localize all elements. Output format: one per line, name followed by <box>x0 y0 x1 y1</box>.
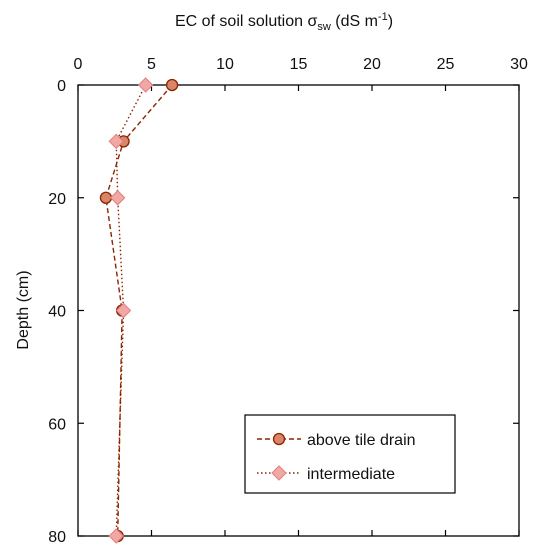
diamond-marker <box>115 302 132 319</box>
x-tick-label: 20 <box>363 56 381 73</box>
y-tick-label: 0 <box>57 78 66 95</box>
circle-marker <box>99 191 113 204</box>
plot-frame-layer: 0 5 10 15 20 25 30 0 20 40 60 80 <box>48 56 528 546</box>
legend-box <box>244 414 456 494</box>
series-intermediate <box>108 77 154 544</box>
x-tick-label: 5 <box>147 56 156 73</box>
legend-label: intermediate <box>307 466 395 483</box>
y-tick-label: 20 <box>48 191 66 208</box>
y-tick-label: 80 <box>48 529 66 546</box>
series-above-tile-drain <box>99 78 179 543</box>
x-tick-label: 15 <box>290 56 308 73</box>
x-tick-label: 0 <box>74 56 83 73</box>
y-tick-label: 40 <box>48 304 66 321</box>
legend-diamond-marker <box>271 465 287 481</box>
series-line <box>105 84 173 537</box>
circle-marker <box>165 78 179 92</box>
y-axis-title: Depth (cm) <box>15 270 32 349</box>
series-layer <box>99 77 179 544</box>
series-line <box>115 84 147 537</box>
x-tick-label: 25 <box>437 56 455 73</box>
diamond-marker <box>137 77 154 93</box>
x-axis-title: EC of soil solution σsw (dS m-1) <box>175 11 393 33</box>
diamond-marker <box>108 133 124 150</box>
diamond-marker <box>109 190 126 206</box>
legend-circle-marker <box>272 432 286 446</box>
x-tick-label: 30 <box>510 56 528 73</box>
y-tick-label: 60 <box>48 416 66 433</box>
x-tick-label: 10 <box>216 56 234 73</box>
diamond-marker <box>108 528 124 544</box>
legend-label: above tile drain <box>307 432 416 449</box>
legend: above tile drain intermediate <box>244 414 456 494</box>
